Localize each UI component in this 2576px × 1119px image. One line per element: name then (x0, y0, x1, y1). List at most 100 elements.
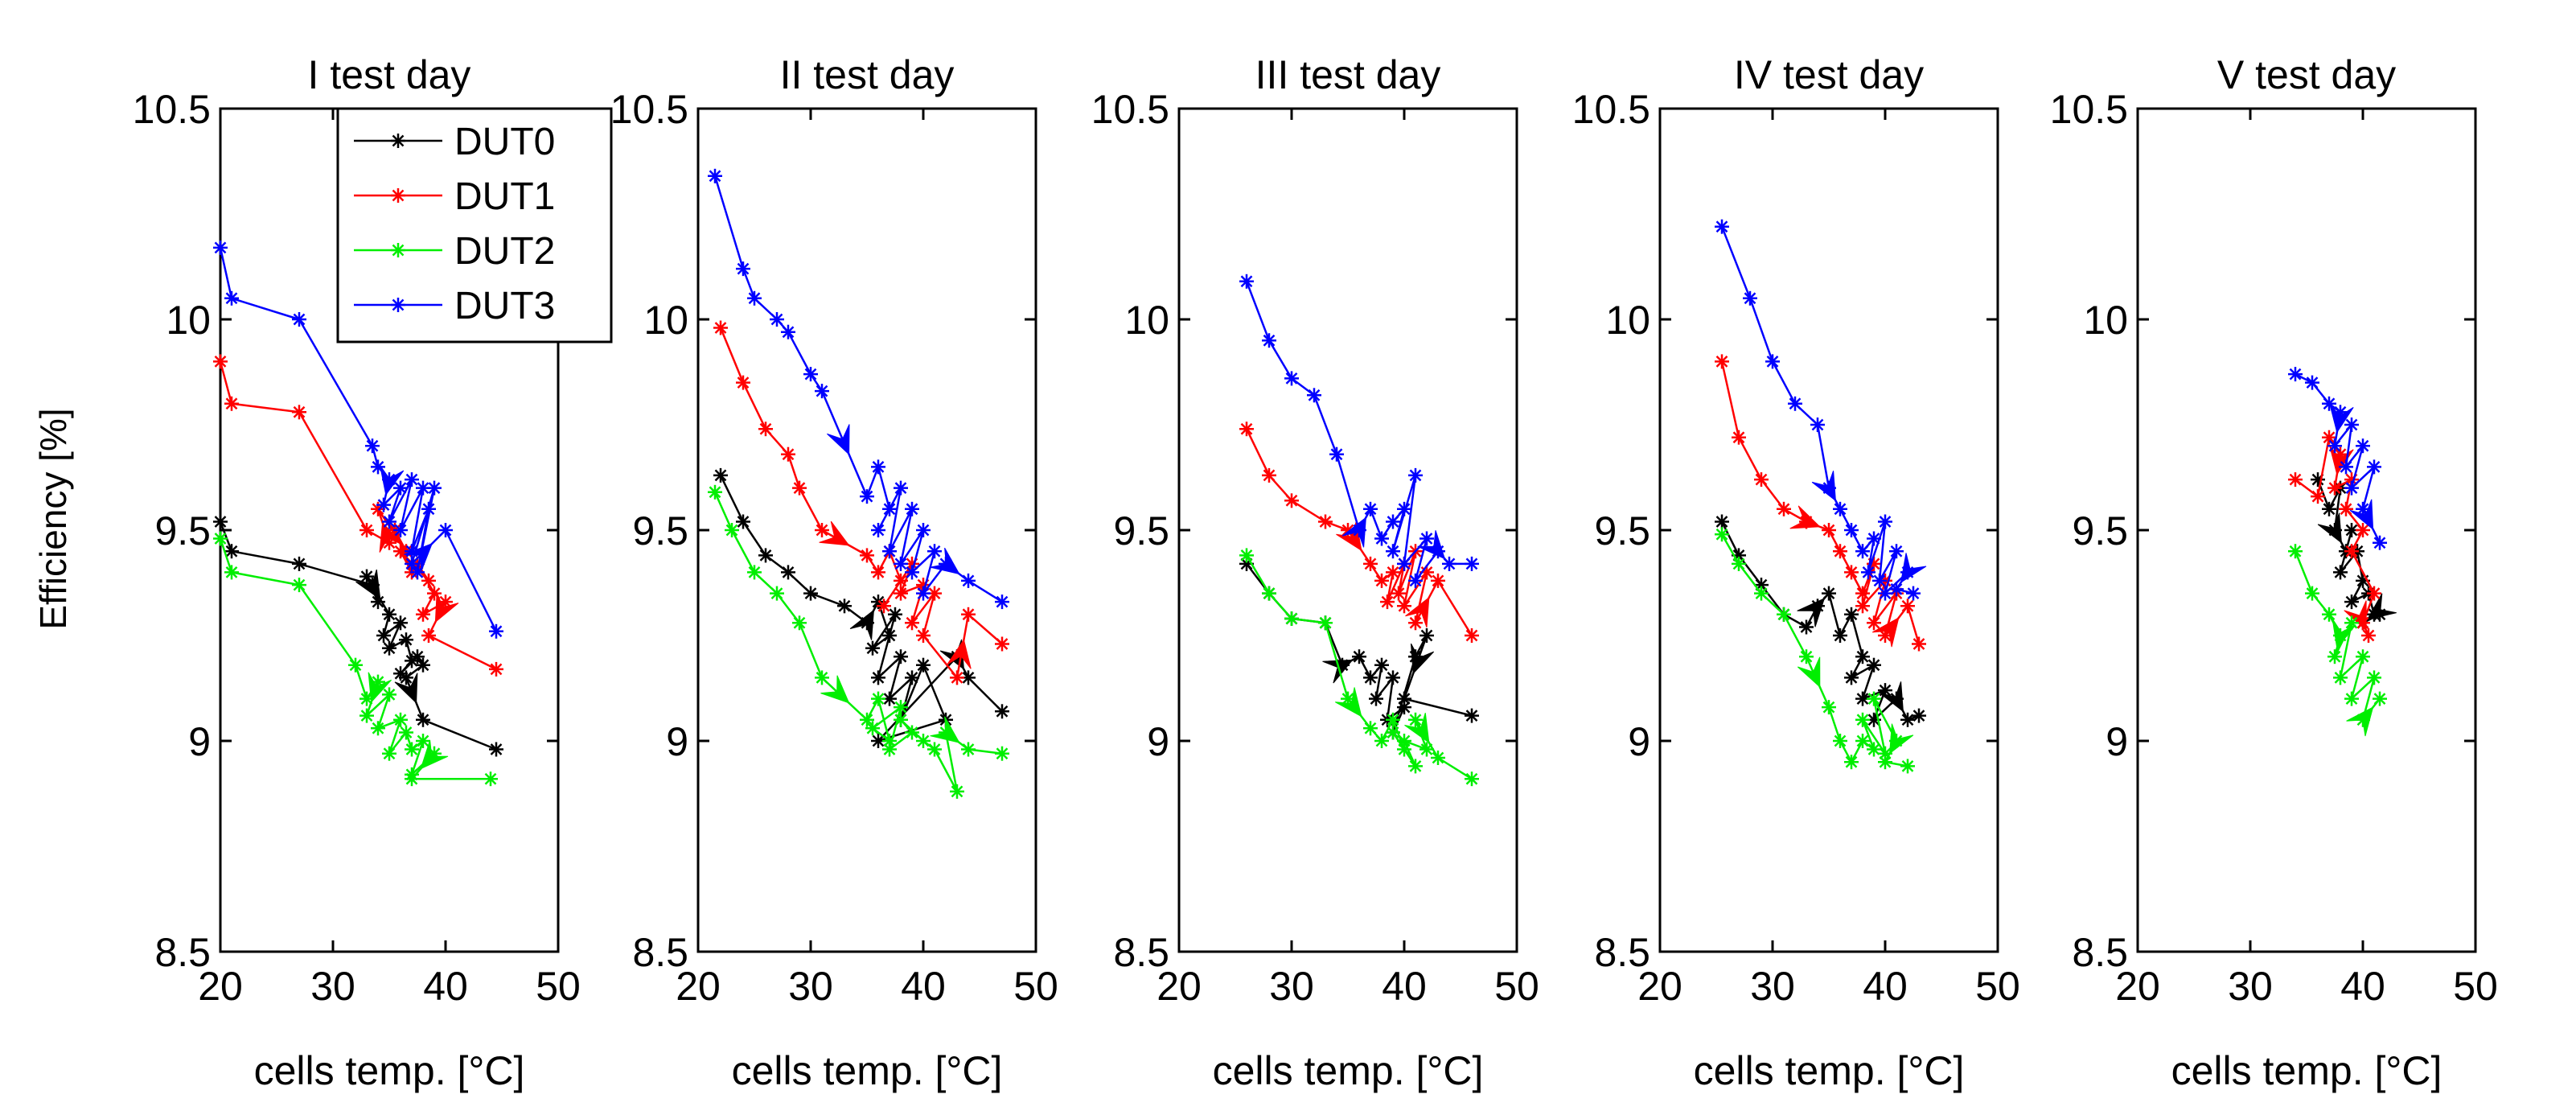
panel-4: IV test day cells temp. [°C] 20 30 40 50 8.5 9 9… (1572, 52, 2020, 1093)
data-point (212, 239, 229, 257)
data-point (1865, 530, 1883, 547)
x-tick-label: 20 (1637, 964, 1682, 1009)
legend-entry-dut0: DUT0 (354, 121, 555, 163)
data-point (487, 623, 505, 640)
data-point (1384, 711, 1402, 729)
data-point (1730, 555, 1748, 573)
data-point (712, 467, 729, 484)
x-tick-label: 50 (2453, 964, 2498, 1009)
data-point (392, 615, 409, 631)
data-point (706, 167, 724, 185)
data-point (1418, 627, 1436, 644)
data-point (403, 555, 421, 573)
data-point (802, 585, 820, 602)
y-tick-label: 8.5 (1594, 930, 1650, 975)
data-point (2365, 459, 2383, 475)
series-dut3 (1238, 273, 1481, 590)
x-tick-label: 40 (901, 964, 946, 1009)
data-point (1283, 610, 1300, 627)
data-point (358, 707, 376, 724)
series-line-dut1 (2295, 436, 2376, 636)
data-point (1384, 513, 1402, 530)
data-point (380, 686, 398, 703)
data-point (959, 606, 977, 623)
data-point (397, 631, 415, 648)
data-point (212, 353, 229, 370)
direction-arrow (1405, 596, 1430, 628)
data-point (1317, 615, 1334, 631)
data-point (375, 496, 392, 513)
data-point (886, 606, 904, 623)
data-point (1463, 627, 1481, 644)
direction-arrow (2366, 593, 2397, 620)
data-point (779, 446, 797, 463)
data-point (757, 420, 774, 438)
data-point (723, 521, 741, 539)
data-point (1373, 530, 1391, 547)
data-point (836, 598, 853, 615)
panel-2: II test day cells temp. [°C]20 30 40 50 8.5 9 9… (610, 52, 1058, 1093)
data-point (380, 745, 398, 762)
data-point (914, 585, 932, 602)
data-point (1775, 500, 1793, 518)
data-point (1378, 593, 1396, 611)
direction-arrow (1417, 530, 1446, 560)
data-point (1463, 555, 1481, 573)
direction-arrow (1789, 505, 1821, 529)
direction-arrow (2317, 512, 2342, 544)
data-point (869, 690, 887, 707)
legend: DUT0 DUT1 DUT2 DUT3 (336, 107, 613, 344)
data-point (347, 656, 364, 673)
data-point (1843, 669, 1860, 686)
direction-arrow (1879, 681, 1904, 713)
data-point (1713, 218, 1731, 235)
x-tick-label: 40 (1382, 964, 1427, 1009)
data-point (1854, 732, 1871, 750)
x-tick-label: 40 (1863, 964, 1908, 1009)
legend-box (336, 107, 613, 344)
data-point (892, 698, 910, 716)
y-tick-label: 10.5 (1091, 87, 1169, 132)
data-point (892, 555, 910, 573)
data-point (948, 669, 966, 686)
x-axis-label: cells temp. [°C] (2171, 1048, 2442, 1093)
x-tick-label: 30 (1269, 964, 1314, 1009)
data-point (364, 437, 381, 455)
data-point (993, 636, 1011, 652)
data-point (2371, 690, 2389, 707)
data-point (914, 521, 932, 539)
data-point (1809, 416, 1826, 434)
data-point (1362, 555, 1379, 573)
y-tick-label: 10 (1605, 298, 1650, 343)
data-point (2343, 542, 2360, 560)
data-point (1865, 656, 1883, 673)
y-tick-label: 9.5 (632, 508, 688, 553)
data-point (2360, 627, 2377, 644)
legend-entry-dut3: DUT3 (354, 285, 555, 327)
data-point (397, 724, 415, 741)
data-point (290, 404, 308, 421)
data-point (2354, 437, 2372, 455)
y-axis-label: Efficiency [%] (32, 408, 74, 629)
data-point (212, 530, 229, 547)
data-point (1407, 467, 1424, 484)
direction-arrow (1900, 553, 1927, 584)
x-tick-label: 20 (1157, 964, 1202, 1009)
data-point (813, 669, 831, 686)
data-point (290, 311, 308, 328)
data-point (2303, 585, 2321, 602)
panel-title: II test day (780, 52, 955, 97)
data-point (1904, 585, 1922, 602)
data-point (1797, 619, 1815, 636)
x-axis-label: cells temp. [°C] (1213, 1048, 1484, 1093)
series-dut2 (1238, 547, 1481, 788)
data-point (1238, 273, 1255, 290)
data-point (1854, 648, 1871, 665)
legend-entry-dut2: DUT2 (354, 230, 555, 273)
data-point (892, 572, 910, 590)
data-point (1764, 353, 1781, 370)
data-point (1741, 290, 1759, 307)
x-axis-label: cells temp. [°C] (254, 1048, 525, 1093)
data-point (1843, 753, 1860, 771)
x-tick-label: 20 (198, 964, 243, 1009)
